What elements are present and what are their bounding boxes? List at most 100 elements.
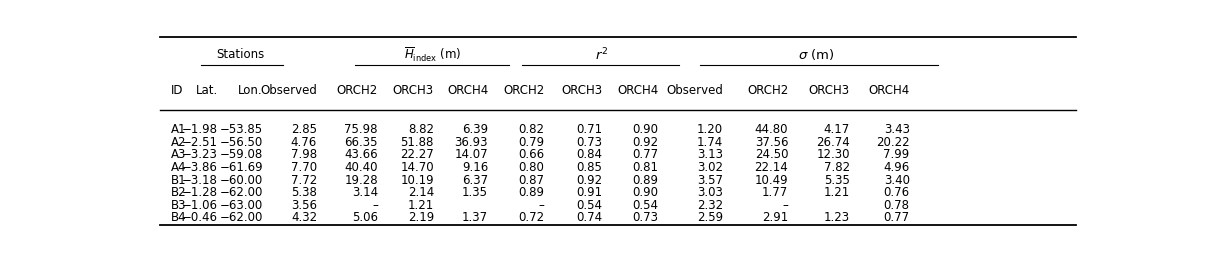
Text: −0.46: −0.46 [182,211,218,224]
Text: 5.06: 5.06 [352,211,377,224]
Text: 1.74: 1.74 [697,136,722,149]
Text: 1.37: 1.37 [462,211,488,224]
Text: 0.54: 0.54 [632,199,658,212]
Text: 0.92: 0.92 [632,136,658,149]
Text: 12.30: 12.30 [816,149,850,161]
Text: 3.14: 3.14 [352,186,377,199]
Text: ORCH3: ORCH3 [393,84,434,97]
Text: A3: A3 [171,149,187,161]
Text: 0.89: 0.89 [519,186,544,199]
Text: −59.08: −59.08 [219,149,263,161]
Text: 0.79: 0.79 [519,136,544,149]
Text: B3: B3 [171,199,187,212]
Text: 4.96: 4.96 [884,161,909,174]
Text: 24.50: 24.50 [755,149,789,161]
Text: −62.00: −62.00 [219,186,263,199]
Text: 0.72: 0.72 [519,211,544,224]
Text: B4: B4 [171,211,187,224]
Text: −1.98: −1.98 [182,123,218,136]
Text: $\sigma$ (m): $\sigma$ (m) [798,47,835,62]
Text: −63.00: −63.00 [219,199,263,212]
Text: 3.40: 3.40 [884,174,909,187]
Text: ORCH4: ORCH4 [617,84,658,97]
Text: 2.19: 2.19 [408,211,434,224]
Text: 3.02: 3.02 [697,161,722,174]
Text: ORCH2: ORCH2 [747,84,789,97]
Text: 0.77: 0.77 [884,211,909,224]
Text: 7.70: 7.70 [291,161,317,174]
Text: 4.32: 4.32 [291,211,317,224]
Text: 22.27: 22.27 [400,149,434,161]
Text: −3.18: −3.18 [182,174,218,187]
Text: 36.93: 36.93 [455,136,488,149]
Text: 51.88: 51.88 [400,136,434,149]
Text: 0.90: 0.90 [632,186,658,199]
Text: −1.28: −1.28 [182,186,218,199]
Text: A4: A4 [171,161,187,174]
Text: B1: B1 [171,174,187,187]
Text: 66.35: 66.35 [345,136,377,149]
Text: 9.16: 9.16 [462,161,488,174]
Text: Observed: Observed [260,84,317,97]
Text: 0.81: 0.81 [632,161,658,174]
Text: ORCH2: ORCH2 [503,84,544,97]
Text: ORCH4: ORCH4 [868,84,909,97]
Text: ORCH2: ORCH2 [336,84,377,97]
Text: −62.00: −62.00 [219,211,263,224]
Text: 3.13: 3.13 [697,149,722,161]
Text: 0.82: 0.82 [519,123,544,136]
Text: 75.98: 75.98 [345,123,377,136]
Text: 5.35: 5.35 [824,174,850,187]
Text: Lat.: Lat. [195,84,218,97]
Text: 2.91: 2.91 [762,211,789,224]
Text: 20.22: 20.22 [876,136,909,149]
Text: 3.56: 3.56 [291,199,317,212]
Text: 8.82: 8.82 [408,123,434,136]
Text: 22.14: 22.14 [755,161,789,174]
Text: ORCH3: ORCH3 [561,84,602,97]
Text: 43.66: 43.66 [344,149,377,161]
Text: 0.84: 0.84 [576,149,602,161]
Text: 5.38: 5.38 [291,186,317,199]
Text: −2.51: −2.51 [182,136,218,149]
Text: 2.85: 2.85 [291,123,317,136]
Text: –: – [783,199,789,212]
Text: 0.78: 0.78 [884,199,909,212]
Text: 3.57: 3.57 [697,174,722,187]
Text: 7.99: 7.99 [884,149,909,161]
Text: −3.86: −3.86 [182,161,218,174]
Text: –: – [371,199,377,212]
Text: 14.07: 14.07 [455,149,488,161]
Text: $\overline{H}_{\mathrm{index}}$ (m): $\overline{H}_{\mathrm{index}}$ (m) [404,45,462,63]
Text: 0.80: 0.80 [519,161,544,174]
Text: 4.76: 4.76 [291,136,317,149]
Text: 26.74: 26.74 [816,136,850,149]
Text: 0.85: 0.85 [576,161,602,174]
Text: 3.43: 3.43 [884,123,909,136]
Text: −53.85: −53.85 [219,123,263,136]
Text: ORCH3: ORCH3 [809,84,850,97]
Text: Observed: Observed [666,84,722,97]
Text: 19.28: 19.28 [344,174,377,187]
Text: 1.23: 1.23 [824,211,850,224]
Text: 0.92: 0.92 [576,174,602,187]
Text: 1.21: 1.21 [824,186,850,199]
Text: 0.54: 0.54 [576,199,602,212]
Text: 10.19: 10.19 [400,174,434,187]
Text: 7.82: 7.82 [824,161,850,174]
Text: 2.14: 2.14 [408,186,434,199]
Text: 0.76: 0.76 [884,186,909,199]
Text: 0.90: 0.90 [632,123,658,136]
Text: −61.69: −61.69 [219,161,263,174]
Text: ID: ID [171,84,183,97]
Text: Stations: Stations [216,48,264,61]
Text: B2: B2 [171,186,187,199]
Text: 1.35: 1.35 [462,186,488,199]
Text: 0.91: 0.91 [576,186,602,199]
Text: ORCH4: ORCH4 [447,84,488,97]
Text: 6.39: 6.39 [462,123,488,136]
Text: 40.40: 40.40 [345,161,377,174]
Text: 0.66: 0.66 [519,149,544,161]
Text: 0.77: 0.77 [632,149,658,161]
Text: 10.49: 10.49 [755,174,789,187]
